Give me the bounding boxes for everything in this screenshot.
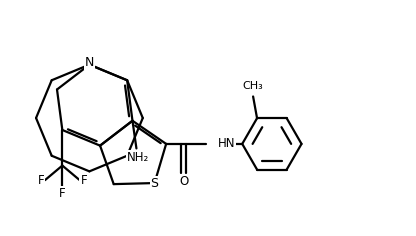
Text: F: F xyxy=(59,187,66,200)
Text: S: S xyxy=(151,177,158,190)
Text: NH₂: NH₂ xyxy=(127,151,149,164)
Text: F: F xyxy=(80,174,87,187)
Text: F: F xyxy=(38,174,44,187)
Text: CH₃: CH₃ xyxy=(243,80,263,91)
Text: HN: HN xyxy=(218,137,235,150)
Text: O: O xyxy=(179,175,188,188)
Text: N: N xyxy=(85,56,94,69)
